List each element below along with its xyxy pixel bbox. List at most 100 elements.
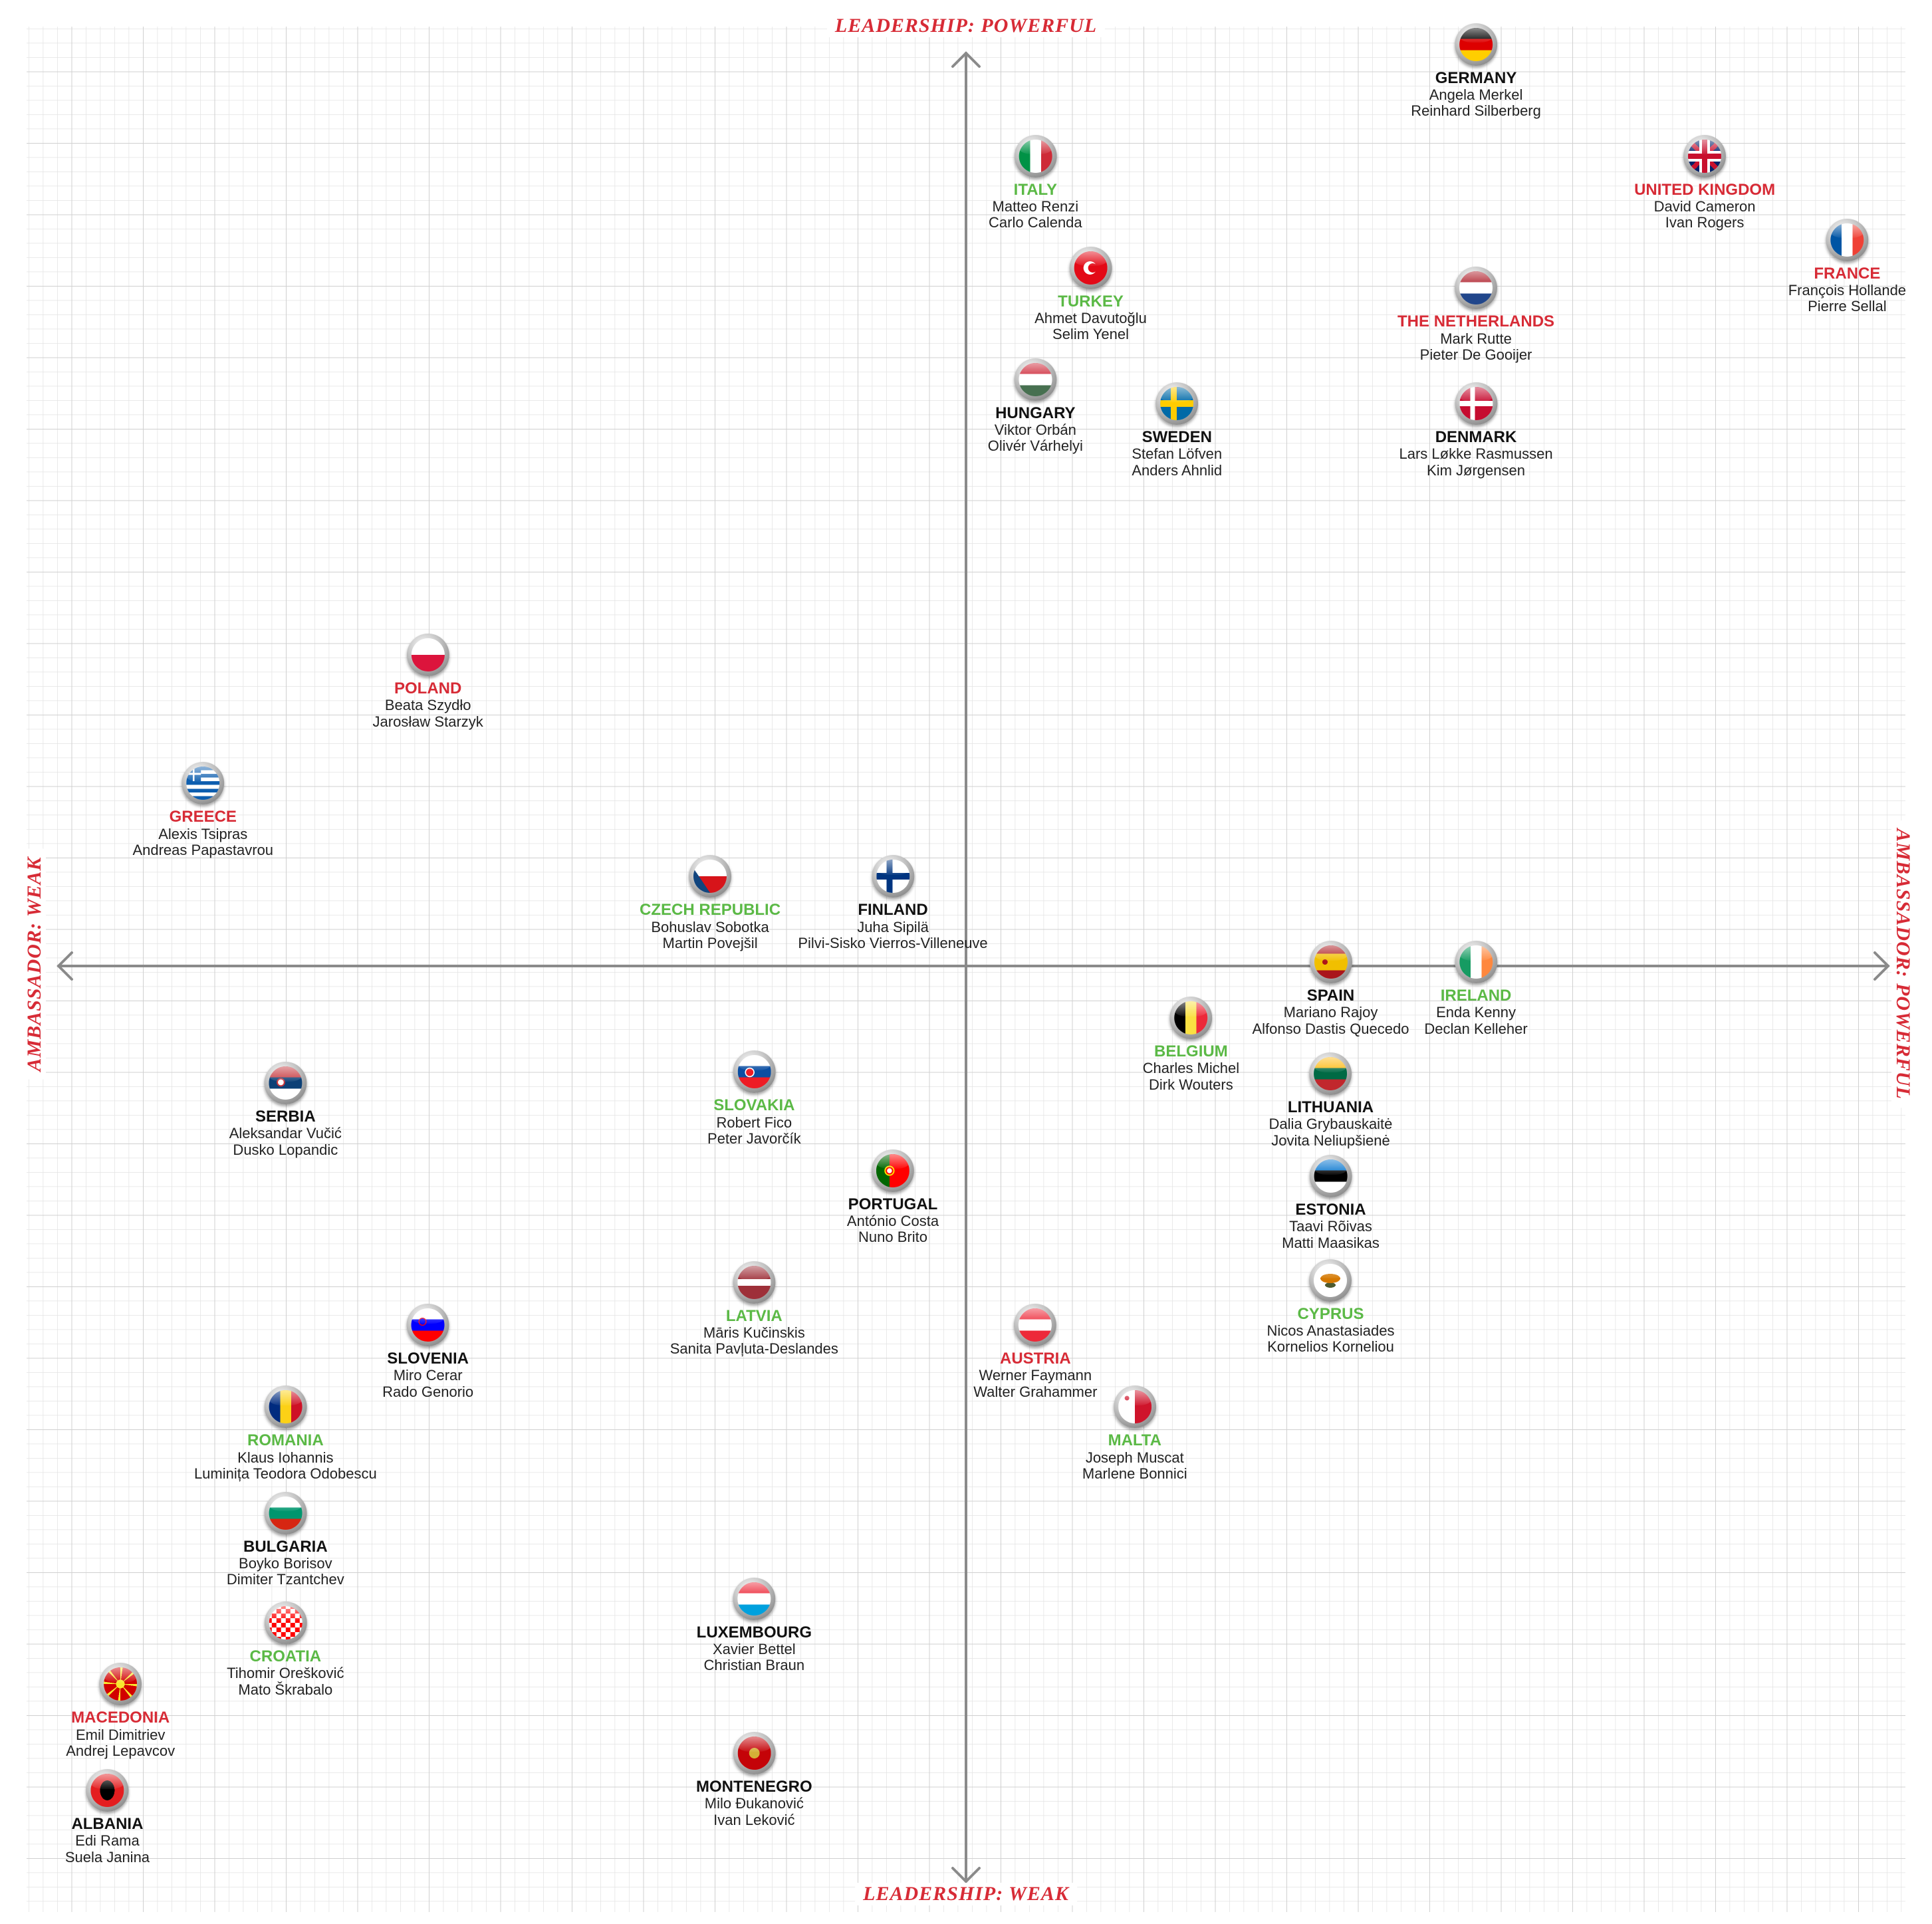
country-point-serbia: SERBIA Aleksandar Vučić Dusko Lopandic — [229, 1062, 342, 1158]
ambassador-name: Declan Kelleher — [1424, 1020, 1528, 1037]
leader-name: Nicos Anastasiades — [1267, 1322, 1395, 1340]
country-point-portugal: PORTUGAL António Costa Nuno Brito — [847, 1149, 939, 1246]
country-name: MALTA — [1108, 1431, 1161, 1450]
serbia-flag-icon — [264, 1062, 307, 1104]
leader-name: Viktor Orbán — [994, 421, 1076, 438]
ambassador-name: Walter Grahammer — [973, 1383, 1098, 1400]
denmark-flag-icon — [1455, 382, 1498, 425]
ambassador-name: Suela Janina — [64, 1848, 150, 1865]
leader-name: Alexis Tsipras — [158, 825, 248, 842]
ambassador-name: Alfonso Dastis Quecedo — [1252, 1020, 1409, 1037]
germany-flag-icon — [1455, 23, 1498, 66]
leader-name: Tihomir Orešković — [227, 1665, 344, 1682]
leader-name: Miro Cerar — [393, 1367, 463, 1384]
country-name: MACEDONIA — [71, 1709, 170, 1727]
country-point-malta: MALTA Joseph Muscat Marlene Bonnici — [1082, 1385, 1187, 1482]
country-point-cyprus: CYPRUS Nicos Anastasiades Kornelios Kornel… — [1267, 1259, 1394, 1356]
latvia-flag-icon — [733, 1261, 776, 1304]
leader-name: Māris Kučinskis — [703, 1324, 805, 1341]
country-name: LATVIA — [725, 1306, 783, 1325]
country-point-united-kingdom: UNITED KINGDOM David Cameron Ivan Rogers — [1634, 134, 1776, 231]
ambassador-name: Ivan Leković — [713, 1811, 795, 1828]
country-name: UNITED KINGDOM — [1634, 180, 1776, 199]
ambassador-name: Sanita Pavļuta-Deslandes — [669, 1340, 838, 1358]
country-point-romania: ROMANIA Klaus Iohannis Luminița Teodora Od… — [194, 1385, 377, 1482]
ambassador-name: Ivan Rogers — [1665, 214, 1745, 231]
leader-name: Beata Szydło — [384, 697, 471, 714]
country-name: FINLAND — [858, 901, 928, 919]
ambassador-name: Jovita Neliupšienė — [1271, 1132, 1390, 1149]
country-point-belgium: BELGIUM Charles Michel Dirk Wouters — [1143, 997, 1239, 1093]
turkey-flag-icon — [1069, 246, 1112, 289]
country-point-macedonia: MACEDONIA Emil Dimitriev Andrej Lepavcov — [66, 1663, 175, 1759]
country-point-denmark: DENMARK Lars Løkke Rasmussen Kim Jørgensen — [1399, 382, 1553, 479]
country-name: SPAIN — [1306, 987, 1355, 1005]
country-name: BULGARIA — [243, 1537, 328, 1556]
ambassador-name: Dirk Wouters — [1149, 1076, 1233, 1093]
country-name: SERBIA — [255, 1108, 316, 1126]
france-flag-icon — [1826, 218, 1869, 261]
leader-name: Matteo Renzi — [992, 197, 1079, 215]
country-point-ireland: IRELAND Enda Kenny Declan Kelleher — [1424, 941, 1528, 1037]
ambassador-name: Olivér Várhelyi — [987, 437, 1083, 455]
country-point-latvia: LATVIA Māris Kučinskis Sanita Pavļuta-Desl… — [670, 1261, 838, 1358]
romania-flag-icon — [264, 1385, 307, 1429]
axes — [57, 51, 1890, 1883]
hungary-flag-icon — [1014, 358, 1057, 401]
country-name: CZECH REPUBLIC — [640, 901, 781, 919]
slovenia-flag-icon — [406, 1304, 449, 1346]
country-name: GERMANY — [1435, 68, 1517, 87]
country-name: DENMARK — [1435, 428, 1517, 446]
slovakia-flag-icon — [733, 1050, 776, 1094]
country-name: SWEDEN — [1142, 428, 1212, 446]
ambassador-name: Selim Yenel — [1052, 326, 1130, 343]
country-name: ITALY — [1013, 180, 1057, 199]
country-point-czech-republic: CZECH REPUBLIC Bohuslav Sobotka Martin Pov… — [640, 855, 781, 951]
leader-name: François Hollande — [1788, 281, 1907, 299]
ambassador-name: Matti Maasikas — [1282, 1234, 1380, 1251]
leader-name: Enda Kenny — [1436, 1004, 1516, 1021]
country-point-spain: SPAIN Mariano Rajoy Alfonso Dastis Quecedo — [1252, 941, 1409, 1037]
country-name: PORTUGAL — [848, 1195, 938, 1213]
leader-name: Milo Đukanović — [704, 1795, 804, 1812]
country-point-lithuania: LITHUANIA Dalia Grybauskaitė Jovita Neliup… — [1269, 1052, 1392, 1149]
ambassador-name: Carlo Calenda — [989, 214, 1082, 231]
macedonia-flag-icon — [99, 1663, 142, 1706]
country-name: BELGIUM — [1154, 1042, 1228, 1060]
leader-name: Boyko Borisov — [239, 1555, 332, 1572]
leader-name: Aleksandar Vučić — [229, 1125, 342, 1142]
ambassador-name: Dimiter Tzantchev — [226, 1571, 344, 1588]
ambassador-name: Marlene Bonnici — [1082, 1465, 1187, 1482]
leader-name: Angela Merkel — [1429, 86, 1523, 103]
country-name: FRANCE — [1814, 264, 1881, 283]
country-point-italy: ITALY Matteo Renzi Carlo Calenda — [989, 134, 1082, 231]
leader-name: Emil Dimitriev — [75, 1726, 166, 1743]
ambassador-name: Anders Ahnlid — [1132, 461, 1223, 479]
country-name: LUXEMBOURG — [696, 1623, 812, 1641]
malta-flag-icon — [1113, 1385, 1156, 1429]
country-point-sweden: SWEDEN Stefan Löfven Anders Ahnlid — [1132, 382, 1222, 479]
italy-flag-icon — [1014, 134, 1057, 178]
estonia-flag-icon — [1309, 1155, 1352, 1197]
country-point-montenegro: MONTENEGRO Milo Đukanović Ivan Leković — [696, 1732, 812, 1828]
ambassador-name: Kornelios Korneliou — [1267, 1338, 1394, 1356]
ambassador-name: Pieter De Gooijer — [1419, 346, 1532, 363]
axis-label-left: AMBASSADOR: WEAK — [23, 848, 46, 1080]
axis-label-bottom: LEADERSHIP: WEAK — [855, 1883, 1077, 1905]
country-name: ESTONIA — [1295, 1201, 1366, 1219]
croatia-flag-icon — [264, 1602, 307, 1644]
country-name: AUSTRIA — [999, 1350, 1071, 1368]
country-name: CYPRUS — [1297, 1304, 1364, 1323]
country-name: HUNGARY — [995, 404, 1076, 422]
arrow-right — [1873, 951, 1890, 981]
arrow-left — [57, 951, 73, 981]
ambassador-name: Nuno Brito — [858, 1229, 927, 1246]
austria-flag-icon — [1014, 1304, 1057, 1346]
leader-name: Werner Faymann — [979, 1367, 1092, 1384]
poland-flag-icon — [406, 634, 449, 676]
country-point-hungary: HUNGARY Viktor Orbán Olivér Várhelyi — [988, 358, 1083, 455]
axis-label-top: LEADERSHIP: POWERFUL — [826, 15, 1106, 37]
luxembourg-flag-icon — [733, 1577, 776, 1620]
leader-name: Lars Løkke Rasmussen — [1399, 445, 1553, 463]
montenegro-flag-icon — [733, 1732, 776, 1774]
